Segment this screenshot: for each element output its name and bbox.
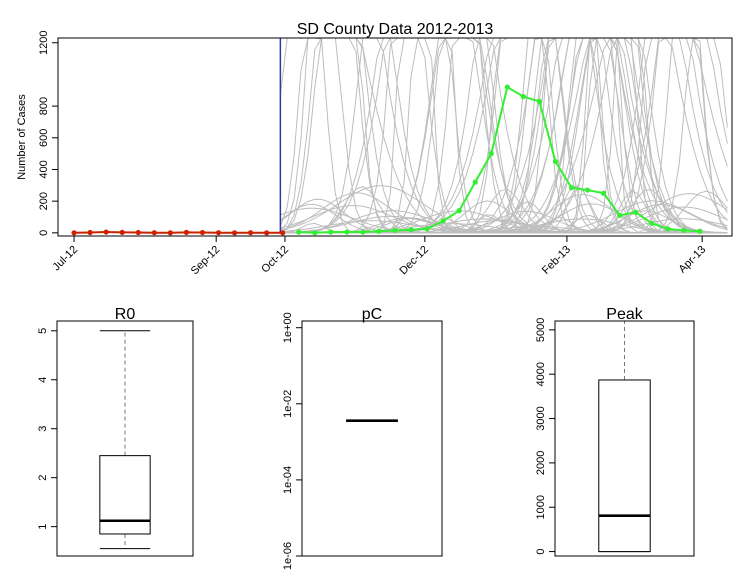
timeseries-plot-frame — [57, 37, 733, 237]
y-tick-label: 0 — [38, 230, 50, 236]
forecast-series-point — [440, 218, 446, 224]
forecast-series-point — [456, 208, 462, 214]
forecast-series-point — [360, 229, 366, 235]
forecast-series-point — [376, 228, 382, 234]
y-tick-label: 1e-06 — [282, 542, 294, 570]
forecast-series-point — [408, 227, 414, 233]
forecast-series-point — [504, 84, 510, 90]
x-tick-label: Sep-12 — [189, 244, 223, 278]
y-tick-label: 400 — [38, 160, 50, 178]
y-tick-label: 800 — [38, 97, 50, 115]
forecast-series-point — [328, 229, 334, 235]
cases-timeseries-panel: 0 200 400 600 800 1200 Jul-12 Sep-12 Oct-12 Dec-1… — [16, 21, 733, 278]
observed-series-point — [280, 230, 286, 236]
r0-boxplot-panel: R0 1 2 3 4 5 — [37, 306, 194, 557]
y-tick-label: 2 — [37, 475, 49, 481]
y-tick-label: 5000 — [535, 318, 547, 342]
observed-series-point — [119, 229, 125, 235]
y-tick-label: 3000 — [535, 406, 547, 430]
r0-boxplot-title: R0 — [115, 306, 136, 323]
y-tick-label: 600 — [38, 129, 50, 147]
forecast-series-point — [617, 212, 623, 219]
x-tick-label: Dec-12 — [397, 244, 431, 278]
forecast-series-point — [296, 229, 302, 235]
forecast-series-point — [633, 209, 639, 215]
forecast-series-point — [601, 190, 607, 196]
forecast-series-line — [298, 85, 700, 234]
y-tick-label: 1e-02 — [282, 390, 294, 418]
pc-boxplot-title: pC — [362, 306, 382, 323]
peak-boxplot-title: Peak — [606, 306, 643, 323]
forecast-series-point — [472, 179, 478, 185]
y-tick-label: 4000 — [535, 362, 547, 386]
observed-series-point — [264, 230, 270, 236]
forecast-series-point — [584, 187, 591, 193]
y-tick-label: 200 — [38, 192, 50, 210]
observed-series-point — [231, 230, 238, 236]
timeseries-y-axis-label: Number of Cases — [16, 94, 28, 180]
x-tick-label: Jul-12 — [50, 244, 80, 274]
peak-boxplot-panel: Peak 0 1000 2000 3000 4000 5000 — [535, 306, 695, 557]
forecast-series-point — [697, 228, 703, 234]
forecast-series-point — [344, 229, 350, 235]
y-tick-label: 1 — [37, 524, 49, 530]
forecast-series-point — [552, 158, 559, 165]
observed-series-point — [87, 229, 93, 236]
observed-series-point — [183, 229, 189, 235]
forecast-series-point — [681, 227, 687, 234]
x-tick-label: Feb-13 — [540, 244, 573, 277]
forecast-series-point — [568, 185, 575, 191]
forecast-series-point — [312, 230, 318, 236]
x-tick-label: Apr-13 — [676, 244, 708, 276]
forecast-series-point — [536, 98, 543, 104]
observed-series-point — [71, 230, 77, 236]
forecast-series-point — [424, 226, 430, 232]
observed-series-line — [73, 230, 283, 234]
observed-series-point — [215, 230, 222, 236]
peak-box — [598, 379, 651, 553]
forecast-series-point — [488, 151, 494, 157]
y-tick-label: 1e+00 — [282, 312, 294, 343]
y-tick-label: 5 — [37, 328, 49, 334]
pc-plot-frame — [301, 320, 443, 557]
x-tick-label: Oct-12 — [259, 244, 291, 276]
r0-box — [99, 455, 151, 535]
timeseries-series — [71, 38, 703, 236]
y-tick-label: 2000 — [535, 451, 547, 475]
simulation-curves — [279, 37, 728, 234]
forecast-series-point — [649, 220, 655, 226]
observed-series-point — [247, 230, 254, 236]
observed-series-point — [103, 229, 109, 235]
y-tick-label: 1200 — [38, 31, 50, 55]
y-tick-label: 0 — [535, 549, 547, 555]
observed-series-point — [135, 229, 141, 236]
pc-boxplot-panel: pC 1e-06 1e-04 1e-02 1e+00 — [282, 306, 443, 570]
timeseries-title: SD County Data 2012-2013 — [297, 21, 494, 38]
observed-series-point — [151, 230, 157, 236]
forecast-series-point — [665, 226, 671, 232]
y-tick-label: 1e-04 — [282, 466, 294, 494]
forecast-series-point — [392, 227, 398, 234]
y-tick-label: 1000 — [535, 495, 547, 519]
observed-series-point — [167, 230, 173, 236]
observed-series-point — [199, 229, 206, 236]
y-tick-label: 4 — [37, 377, 49, 383]
forecast-series-point — [520, 94, 526, 100]
y-tick-label: 3 — [37, 426, 49, 432]
